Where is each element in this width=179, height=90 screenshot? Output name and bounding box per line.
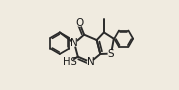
Text: N: N	[86, 57, 94, 67]
Circle shape	[71, 40, 77, 46]
Text: O: O	[76, 18, 84, 28]
Circle shape	[108, 51, 114, 56]
Text: S: S	[108, 49, 114, 59]
Text: N: N	[70, 38, 78, 48]
Circle shape	[66, 58, 73, 66]
Circle shape	[88, 59, 93, 65]
Circle shape	[77, 21, 82, 26]
Text: HS: HS	[63, 57, 77, 67]
